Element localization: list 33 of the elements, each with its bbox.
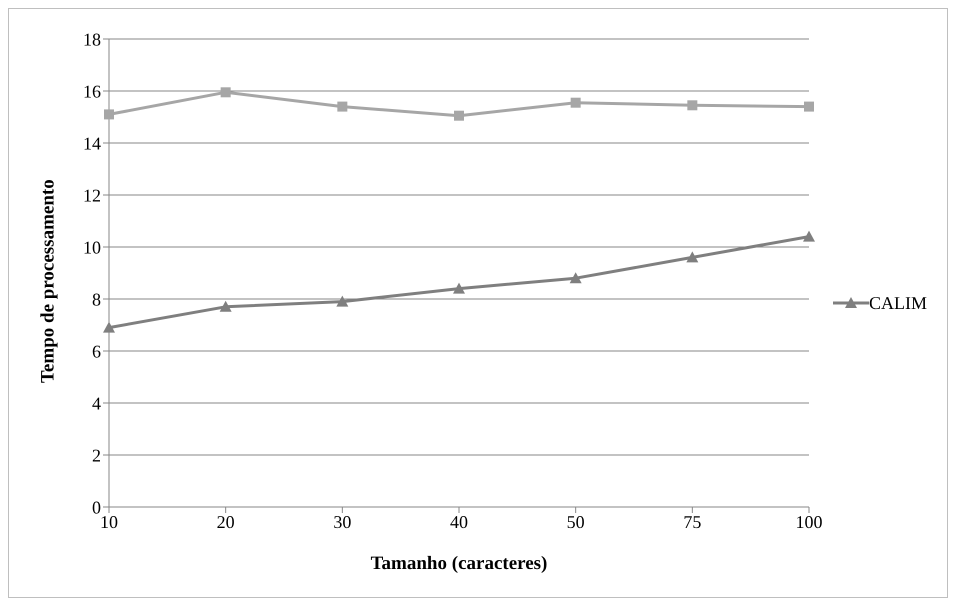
point [687, 100, 698, 110]
point [337, 102, 348, 112]
y-axis-title: Tempo de processamento [38, 179, 59, 383]
y-tick-label: 10 [83, 237, 101, 258]
legend-label: CALIM [869, 292, 927, 314]
x-tick-label: 40 [450, 512, 468, 532]
x-tick-label: 50 [566, 512, 585, 532]
point [220, 300, 232, 312]
y-tick-label: 8 [92, 289, 101, 310]
x-tick-label: 100 [796, 512, 822, 532]
x-tick-label: 30 [333, 512, 352, 532]
point [454, 110, 464, 121]
x-axis-title: Tamanho (caracteres) [370, 553, 548, 574]
y-tick-label: 18 [83, 29, 101, 50]
x-tick-label: 75 [683, 512, 702, 532]
point [803, 230, 815, 242]
point [220, 87, 231, 98]
y-tick-label: 16 [83, 81, 101, 102]
y-tick-label: 12 [83, 185, 101, 206]
y-tick-label: 2 [92, 445, 101, 466]
point [103, 322, 115, 333]
point [104, 109, 114, 120]
point [453, 282, 465, 294]
point [570, 272, 582, 284]
y-tick-label: 4 [92, 393, 101, 414]
point [686, 251, 698, 262]
point [570, 98, 581, 108]
y-tick-label: 0 [92, 497, 101, 518]
x-tick-label: 20 [216, 512, 235, 532]
y-tick-label: 14 [83, 133, 101, 154]
point [336, 296, 348, 307]
y-tick-label: 6 [92, 341, 101, 362]
point [804, 102, 814, 112]
